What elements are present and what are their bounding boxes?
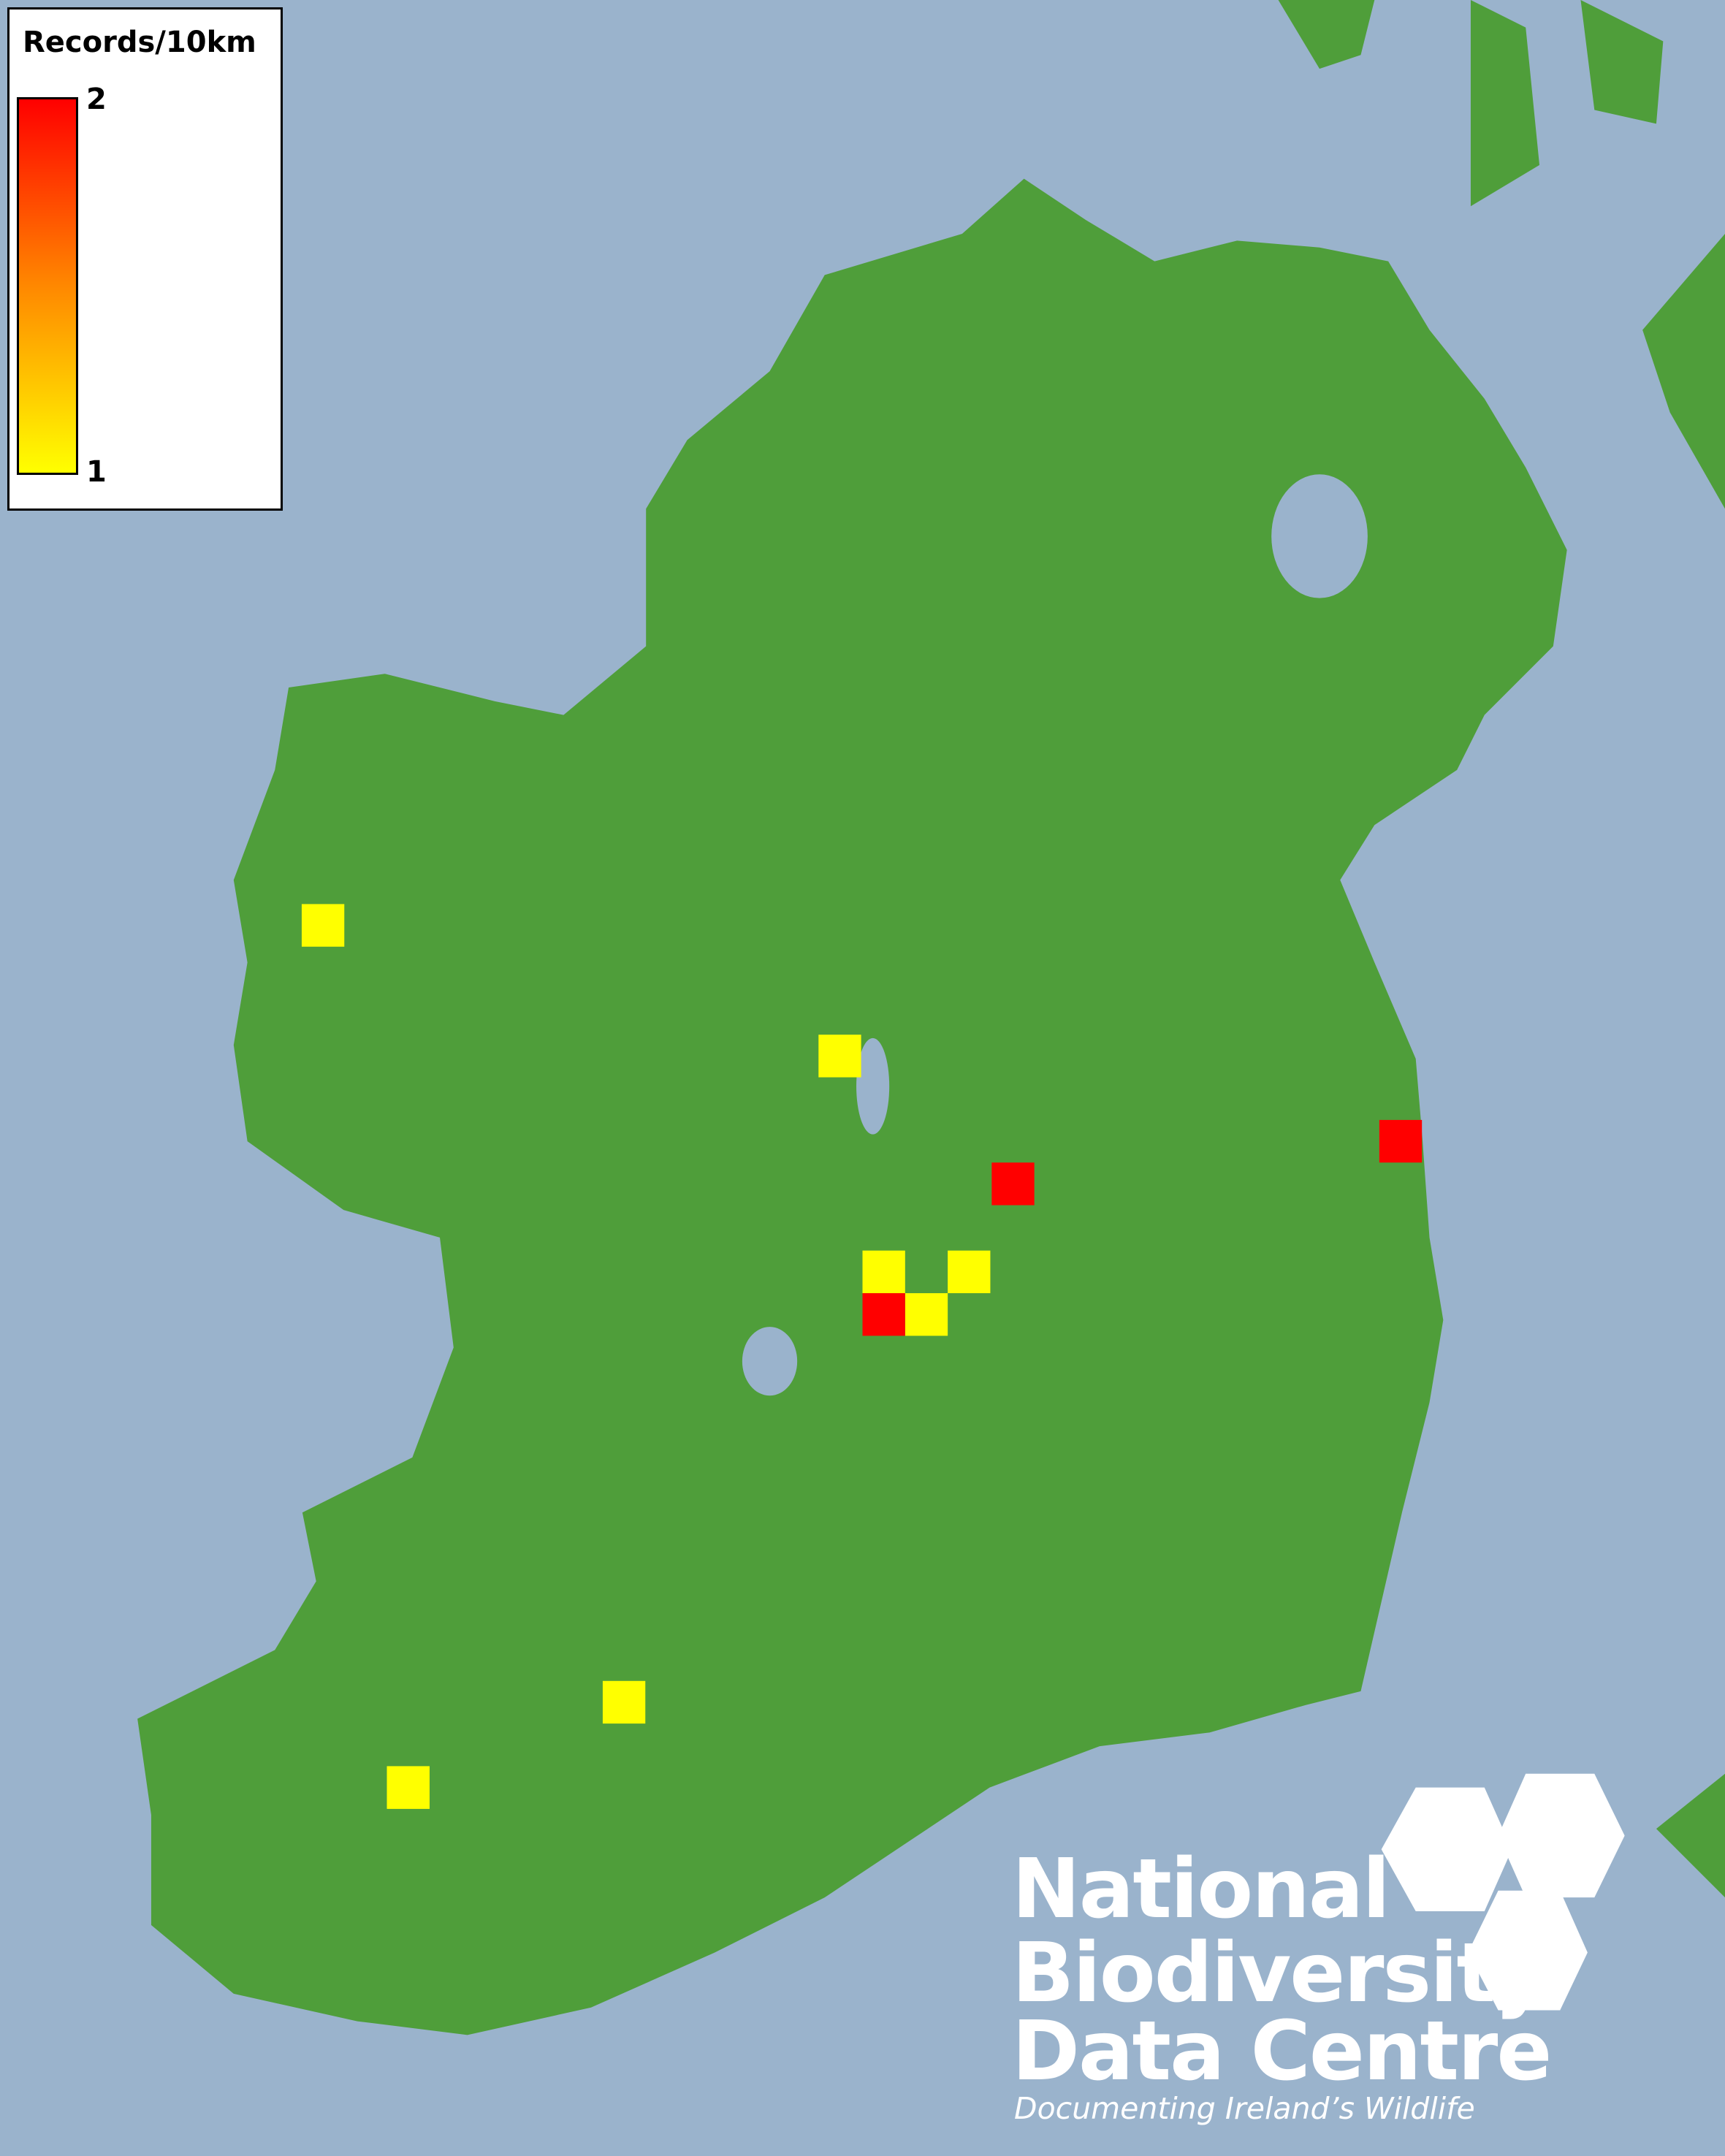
record-square[interactable] [862,1250,905,1294]
land-ireland [137,0,1725,2035]
record-square[interactable] [948,1250,991,1294]
record-square[interactable] [991,1162,1035,1205]
land-island [1470,0,1540,207]
logo-line-data-centre: Data Centre [1012,2004,1552,2099]
lake [1271,474,1368,598]
record-square[interactable] [1379,1119,1423,1163]
tree-icon [1381,1787,1512,1912]
logo-tagline: Documenting Ireland’s Wildlife [1014,2091,1475,2126]
seahorse-icon [1468,1890,1588,2011]
land-island [1580,0,1664,124]
record-square[interactable] [602,1680,646,1724]
record-square[interactable] [301,904,345,947]
lake [742,1327,798,1396]
land-island [1642,233,1725,509]
legend-colorbar [17,97,78,475]
land-island [1656,1773,1725,1898]
logo-hexagons [1381,1773,1625,2011]
logo-line-national: National [1012,1842,1390,1937]
lake [856,1037,890,1135]
legend-title: Records/10km [23,26,256,59]
legend: Records/10km 2 1 [7,7,283,511]
logo-line-biodiversity: Biodiversity [1012,1926,1547,2021]
record-square[interactable] [818,1035,861,1078]
land-island [1278,0,1375,69]
record-square[interactable] [386,1766,430,1809]
legend-min-label: 1 [86,455,107,489]
butterfly-icon [1498,1773,1625,1898]
legend-max-label: 2 [86,83,107,116]
record-square[interactable] [862,1293,905,1336]
record-squares [301,904,1423,1809]
record-square[interactable] [905,1293,948,1336]
land-mass [137,178,1567,2035]
